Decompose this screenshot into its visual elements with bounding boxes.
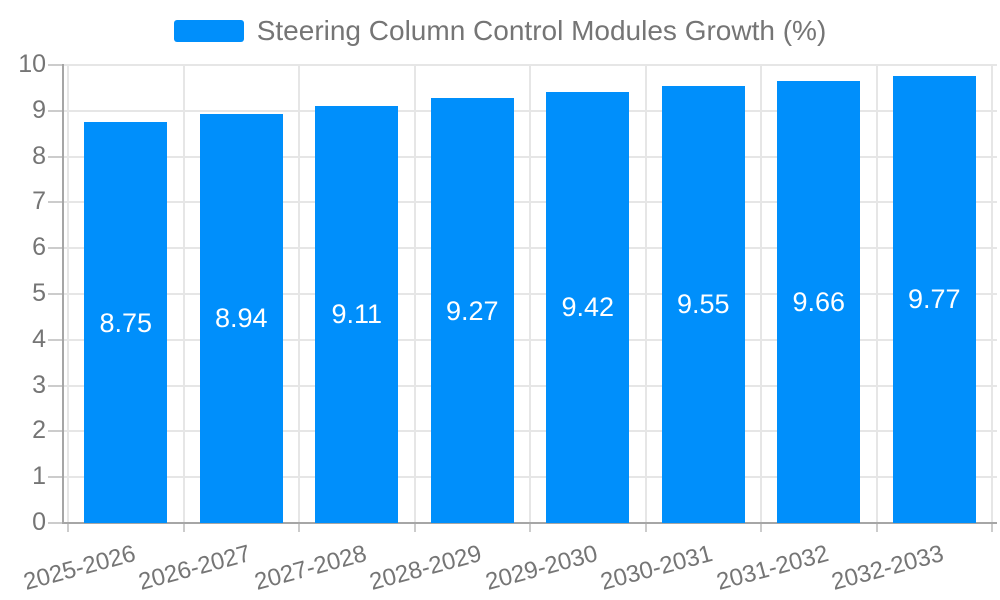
y-axis-label: 4 xyxy=(32,324,46,353)
bar-value-label: 8.94 xyxy=(214,303,268,334)
x-gridline xyxy=(875,65,878,523)
bar-value-label: 9.77 xyxy=(907,284,961,315)
x-axis-tick xyxy=(875,523,878,532)
y-axis-tick xyxy=(48,247,63,250)
x-axis-line xyxy=(62,522,997,524)
y-axis-label: 2 xyxy=(32,416,46,445)
bar-2026-2027[interactable]: 8.94 xyxy=(199,113,283,523)
x-gridline xyxy=(760,65,762,523)
x-axis-tick xyxy=(991,523,993,532)
bar-value-label: 9.66 xyxy=(792,286,846,317)
x-gridline xyxy=(67,65,69,523)
x-axis-label: 2032-2033 xyxy=(829,540,947,596)
x-axis-label: 2026-2027 xyxy=(136,540,254,596)
y-axis-tick xyxy=(48,293,63,295)
bar-2030-2031[interactable]: 9.55 xyxy=(661,85,745,523)
bar-2027-2028[interactable]: 9.11 xyxy=(315,105,399,523)
x-axis-label: 2028-2029 xyxy=(367,540,485,596)
bar-value-label: 9.11 xyxy=(331,299,383,330)
x-axis-tick xyxy=(529,523,531,532)
y-axis-tick xyxy=(48,201,63,204)
x-gridline xyxy=(644,65,647,523)
y-axis-label: 5 xyxy=(32,279,46,307)
x-axis-tick xyxy=(298,523,300,532)
bar-value-label: 9.55 xyxy=(676,289,730,320)
bar-2031-2032[interactable]: 9.66 xyxy=(777,80,861,523)
y-axis-tick xyxy=(48,522,63,524)
y-axis-line xyxy=(62,64,64,523)
x-axis-label: 2029-2030 xyxy=(482,540,601,596)
bar-2028-2029[interactable]: 9.27 xyxy=(430,98,514,523)
y-axis-label: 0 xyxy=(32,508,46,536)
x-gridline xyxy=(413,65,416,523)
x-axis-tick xyxy=(760,523,762,532)
legend[interactable]: Steering Column Control Modules Growth (… xyxy=(0,14,1000,48)
bar-value-label: 9.42 xyxy=(561,292,615,323)
x-axis-tick xyxy=(182,523,185,532)
y-axis-tick xyxy=(48,338,63,341)
x-gridline xyxy=(298,65,300,523)
x-axis-tick xyxy=(67,523,69,532)
legend-series-label: Steering Column Control Modules Growth (… xyxy=(256,15,827,46)
y-axis-tick xyxy=(48,384,63,387)
x-axis-label: 2031-2032 xyxy=(713,540,832,596)
bar-value-label: 8.75 xyxy=(99,307,153,338)
y-axis-tick xyxy=(48,109,63,112)
x-gridline xyxy=(529,65,531,523)
y-axis-label: 10 xyxy=(18,50,46,78)
x-axis-label: 2025-2026 xyxy=(20,540,139,596)
y-axis-label: 7 xyxy=(32,187,46,216)
bar-2025-2026[interactable]: 8.75 xyxy=(84,122,168,523)
x-gridline xyxy=(182,65,185,523)
y-axis-tick xyxy=(48,155,63,158)
bar-value-label: 9.27 xyxy=(445,295,499,326)
x-axis-label: 2027-2028 xyxy=(251,540,370,596)
x-axis-tick xyxy=(644,523,647,532)
y-axis-label: 8 xyxy=(32,141,46,170)
y-axis-label: 1 xyxy=(32,462,46,491)
x-axis-label: 2030-2031 xyxy=(598,540,716,596)
y-axis-label: 6 xyxy=(32,233,46,262)
y-axis-tick xyxy=(48,476,63,479)
x-gridline xyxy=(991,65,993,523)
y-axis-label: 3 xyxy=(32,370,46,399)
x-axis-tick xyxy=(413,523,416,532)
y-axis-tick xyxy=(48,430,63,433)
legend-marker-icon xyxy=(173,20,244,42)
y-axis-label: 9 xyxy=(32,95,46,124)
bar-2029-2030[interactable]: 9.42 xyxy=(546,91,630,523)
bar-2032-2033[interactable]: 9.77 xyxy=(892,75,976,523)
y-axis-tick xyxy=(48,64,63,66)
